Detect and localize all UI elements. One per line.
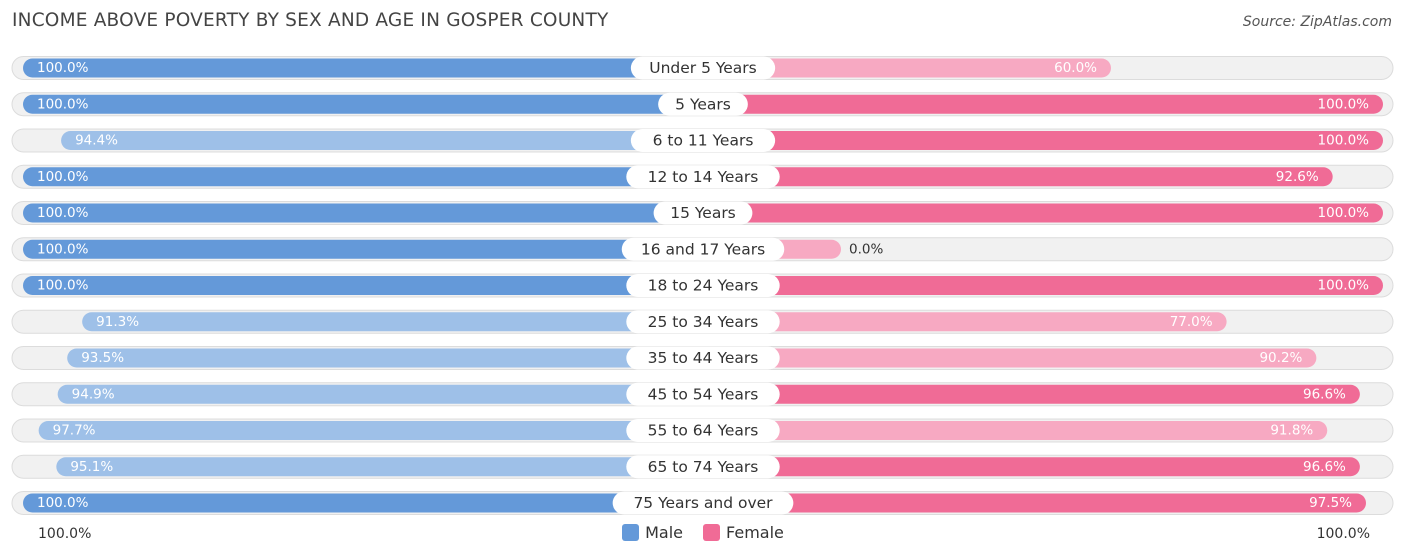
male-value-label: 100.0% <box>37 205 89 221</box>
male-value-label: 94.9% <box>72 386 115 402</box>
female-value-label: 100.0% <box>1318 278 1370 294</box>
female-bar <box>703 131 1383 150</box>
category-label: 5 Years <box>675 95 731 113</box>
axis-right-label: 100.0% <box>1316 526 1370 542</box>
female-value-label: 97.5% <box>1309 495 1352 511</box>
female-value-label: 60.0% <box>1054 60 1097 76</box>
legend-swatch-female <box>703 524 721 541</box>
female-value-label: 100.0% <box>1318 133 1370 149</box>
category-label: 18 to 24 Years <box>648 277 759 295</box>
male-value-label: 100.0% <box>37 241 89 257</box>
female-bar <box>703 312 1227 332</box>
female-value-label: 100.0% <box>1318 205 1370 221</box>
female-bar <box>703 167 1333 187</box>
male-bar <box>23 493 703 513</box>
male-bar <box>23 58 703 78</box>
male-bar <box>23 94 703 114</box>
male-bar <box>56 457 703 477</box>
male-bar <box>23 239 703 259</box>
female-value-label: 77.0% <box>1170 314 1213 330</box>
category-pill <box>653 201 753 225</box>
category-label: 55 to 64 Years <box>648 422 759 440</box>
male-bar <box>23 203 703 223</box>
category-label: 35 to 44 Years <box>648 349 759 367</box>
male-bar <box>23 276 703 295</box>
category-pill <box>626 310 780 334</box>
female-value-label: 92.6% <box>1276 169 1319 185</box>
female-value-label: 0.0% <box>849 241 883 257</box>
female-bar <box>703 58 1111 78</box>
legend-label-male: Male <box>645 523 684 542</box>
female-value-label: 91.8% <box>1270 423 1313 439</box>
category-pill <box>626 382 780 406</box>
chart-canvas: 100.0% 60.0% Under 5 Years 100.0% 100.0% 5 Ye… <box>11 56 1394 515</box>
male-bar <box>57 384 704 404</box>
male-value-label: 97.7% <box>53 423 96 439</box>
male-value-label: 100.0% <box>37 96 89 112</box>
male-value-label: 100.0% <box>37 495 89 511</box>
category-pill <box>626 274 780 297</box>
female-value-label: 100.0% <box>1318 96 1370 112</box>
chart-title: INCOME ABOVE POVERTY BY SEX AND AGE IN G… <box>12 10 609 31</box>
female-bar <box>703 94 1383 114</box>
category-label: Under 5 Years <box>649 59 757 77</box>
female-bar <box>703 203 1383 223</box>
female-bar <box>703 493 1366 513</box>
category-label: 45 to 54 Years <box>648 385 759 403</box>
male-bar <box>67 348 703 368</box>
category-pill <box>612 491 794 515</box>
legend: Male Female <box>0 523 1406 542</box>
female-bar <box>703 384 1360 404</box>
category-label: 65 to 74 Years <box>648 458 759 476</box>
source-note: Source: ZipAtlas.com <box>1242 14 1392 30</box>
male-value-label: 95.1% <box>70 459 113 475</box>
female-bar <box>703 276 1383 295</box>
male-value-label: 100.0% <box>37 278 89 294</box>
legend-item-male[interactable]: Male <box>622 523 683 542</box>
category-pill <box>621 237 785 261</box>
legend-item-female[interactable]: Female <box>703 523 784 542</box>
category-pill <box>630 56 776 80</box>
axis-left-label: 100.0% <box>38 526 92 542</box>
category-pill <box>626 419 780 442</box>
female-value-label: 96.6% <box>1303 386 1346 402</box>
category-label: 6 to 11 Years <box>653 132 754 150</box>
male-value-label: 100.0% <box>37 169 89 185</box>
legend-swatch-male <box>622 524 640 541</box>
male-bar <box>38 421 703 440</box>
male-bar <box>23 167 703 187</box>
female-value-label: 90.2% <box>1259 350 1302 366</box>
category-label: 75 Years and over <box>633 494 773 512</box>
category-pill <box>626 455 780 479</box>
category-label: 25 to 34 Years <box>648 313 759 331</box>
male-bar <box>82 312 703 332</box>
category-label: 16 and 17 Years <box>641 240 765 258</box>
male-value-label: 100.0% <box>37 60 89 76</box>
category-pill <box>626 346 780 370</box>
male-value-label: 91.3% <box>96 314 139 330</box>
category-label: 15 Years <box>670 204 736 222</box>
female-bar <box>703 457 1360 477</box>
male-value-label: 93.5% <box>81 350 124 366</box>
legend-label-female: Female <box>726 523 784 542</box>
category-label: 12 to 14 Years <box>648 168 759 186</box>
female-bar <box>703 348 1317 368</box>
category-pill <box>630 129 776 152</box>
male-value-label: 94.4% <box>75 133 118 149</box>
female-value-label: 96.6% <box>1303 459 1346 475</box>
male-bar <box>61 131 703 150</box>
category-pill <box>626 165 780 189</box>
female-bar <box>703 421 1328 440</box>
category-pill <box>658 92 748 116</box>
